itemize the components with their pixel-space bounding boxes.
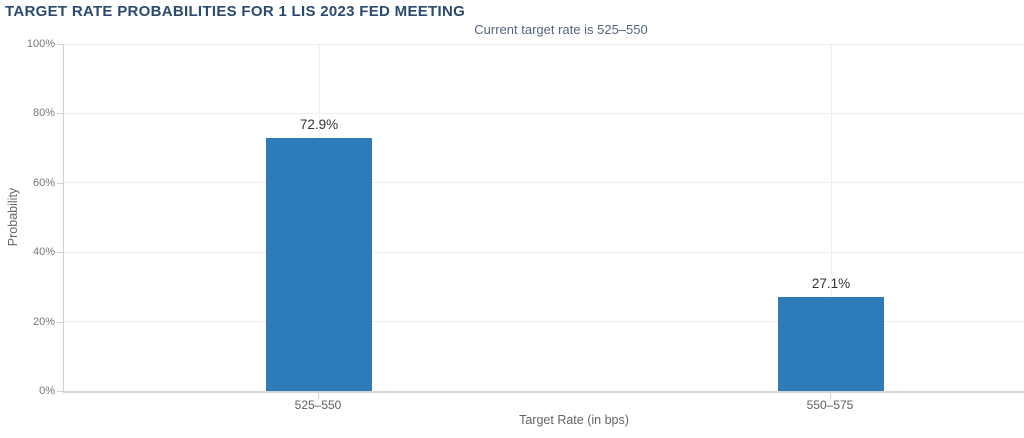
gridline-h — [64, 112, 1024, 114]
x-axis-category-label: 525–550 — [294, 398, 342, 412]
y-axis-tick-label: 40% — [32, 246, 55, 259]
bar-value-label: 27.1% — [811, 275, 851, 291]
gridline-h — [64, 182, 1024, 184]
y-axis-tick — [57, 182, 63, 184]
y-axis-tick-label: 80% — [32, 107, 55, 120]
bar-value-label: 72.9% — [299, 117, 339, 133]
x-axis-tick — [318, 393, 319, 399]
gridline-h — [64, 44, 1024, 45]
y-axis-tick-label: 100% — [26, 38, 55, 50]
x-axis-category-label: 550–575 — [806, 398, 854, 412]
y-axis-tick — [57, 113, 63, 115]
y-axis-tick — [57, 391, 63, 392]
x-axis-title: Target Rate (in bps) — [519, 413, 629, 427]
y-axis-tick-label: 20% — [32, 315, 55, 328]
y-axis-title: Probability — [6, 187, 20, 247]
gridline-h — [64, 251, 1024, 253]
x-axis-tick — [830, 393, 831, 399]
y-axis-tick-label: 60% — [32, 176, 55, 189]
y-axis-tick — [57, 321, 63, 323]
y-axis-tick-label: 0% — [39, 385, 55, 397]
plot-area: 72.9% 27.1% — [63, 44, 1024, 393]
gridline-v — [831, 44, 832, 391]
chart-title: TARGET RATE PROBABILITIES FOR 1 LIS 2023… — [5, 3, 466, 20]
gridline-h — [64, 321, 1024, 323]
bar-525-550[interactable] — [266, 138, 372, 391]
chart-subtitle: Current target rate is 525–550 — [474, 22, 648, 37]
y-axis-tick — [57, 44, 63, 45]
y-axis-tick — [57, 252, 63, 254]
bar-550-575[interactable] — [778, 296, 884, 391]
